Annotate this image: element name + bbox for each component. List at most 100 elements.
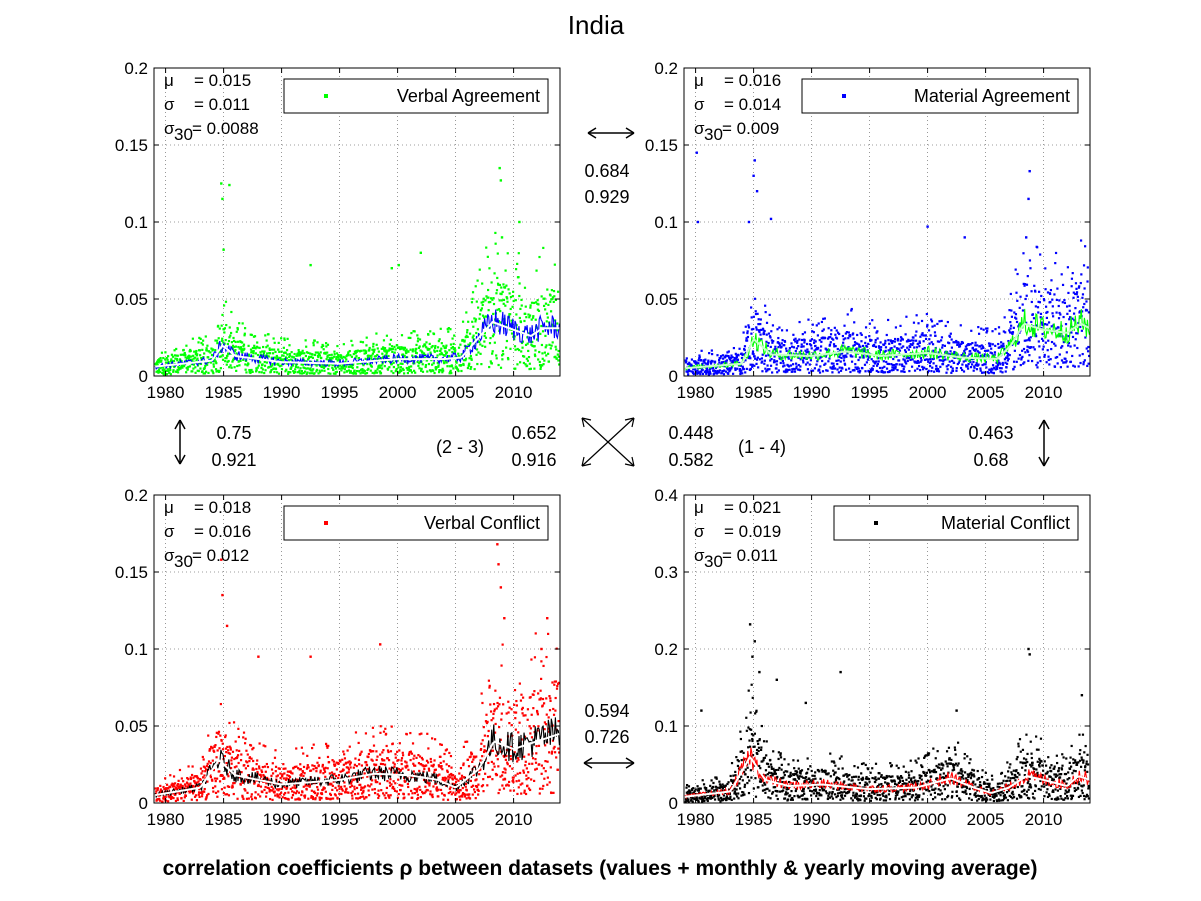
scatter-point [327, 744, 330, 747]
scatter-point [386, 368, 390, 371]
scatter-point [327, 372, 330, 375]
scatter-point [379, 762, 383, 766]
scatter-point [333, 772, 336, 776]
scatter-point [426, 789, 429, 792]
scatter-point [705, 789, 708, 792]
scatter-point [420, 756, 423, 760]
scatter-point [549, 766, 552, 769]
scatter-point [540, 677, 543, 680]
scatter-point [875, 369, 878, 373]
scatter-point [317, 764, 320, 767]
scatter-point [470, 751, 473, 754]
scatter-point [471, 784, 475, 787]
scatter-point [725, 798, 728, 801]
scatter-point [462, 363, 465, 367]
stat-sigma30-value: = 0.009 [722, 119, 779, 138]
scatter-point [498, 703, 501, 706]
scatter-point [863, 350, 866, 353]
scatter-point [365, 764, 369, 767]
scatter-point [244, 767, 247, 770]
scatter-point [775, 367, 778, 370]
scatter-point [696, 785, 699, 788]
scatter-point [362, 364, 365, 367]
scatter-point [530, 658, 533, 661]
scatter-point [901, 370, 904, 373]
scatter-point [374, 369, 377, 372]
scatter-point [416, 787, 419, 790]
scatter-point [548, 781, 551, 784]
scatter-point [914, 334, 917, 337]
scatter-point [330, 783, 333, 786]
scatter-point [900, 346, 903, 349]
scatter-point [706, 362, 709, 366]
scatter-point [794, 337, 797, 340]
scatter-point [753, 355, 756, 358]
scatter-point [1055, 298, 1058, 302]
scatter-point [494, 242, 497, 245]
scatter-point [373, 788, 376, 791]
scatter-point [466, 758, 470, 761]
scatter-point [757, 742, 760, 745]
scatter-point [387, 750, 390, 754]
scatter-point [487, 309, 490, 312]
scatter-point [341, 789, 344, 792]
scatter-point [428, 769, 431, 772]
scatter-point [914, 360, 917, 363]
scatter-point [188, 354, 191, 357]
scatter-point [791, 370, 794, 373]
scatter-point [980, 347, 983, 350]
scatter-point [822, 317, 825, 320]
scatter-point [277, 363, 280, 367]
scatter-point [326, 351, 329, 354]
scatter-point [736, 784, 739, 787]
scatter-point [419, 349, 422, 352]
scatter-point [371, 759, 374, 762]
scatter-point [205, 347, 208, 350]
scatter-point [997, 359, 1000, 362]
scatter-point [777, 346, 780, 349]
scatter-point [333, 355, 336, 358]
scatter-point [528, 367, 531, 371]
scatter-point [188, 791, 191, 794]
scatter-point [451, 337, 454, 340]
scatter-point [225, 793, 229, 796]
scatter-point [246, 764, 250, 768]
scatter-point [372, 750, 375, 753]
scatter-point [463, 359, 466, 362]
scatter-point [217, 790, 220, 793]
scatter-point [719, 796, 723, 800]
scatter-point [488, 267, 491, 270]
scatter-point [500, 292, 503, 296]
scatter-point [549, 300, 552, 303]
scatter-point-outlier [747, 220, 751, 224]
scatter-point [732, 360, 735, 364]
scatter-point [989, 344, 992, 348]
scatter-point [286, 774, 289, 777]
scatter-point [927, 358, 930, 361]
scatter-point [293, 784, 296, 787]
scatter-point [157, 371, 160, 374]
scatter-point [716, 354, 719, 357]
scatter-point [824, 362, 827, 365]
scatter-point [344, 790, 347, 793]
scatter-point [301, 372, 304, 375]
scatter-point [518, 282, 521, 285]
scatter-point [1053, 342, 1056, 345]
scatter-point [442, 778, 445, 781]
scatter-point [1034, 290, 1037, 293]
scatter-point [975, 348, 978, 351]
scatter-point [396, 767, 399, 770]
scatter-point [371, 788, 374, 791]
scatter-point [303, 352, 306, 355]
scatter-point [537, 358, 540, 361]
scatter-point [903, 365, 906, 368]
scatter-point [270, 768, 274, 771]
scatter-point [199, 367, 202, 370]
scatter-point [1004, 361, 1007, 364]
scatter-point [193, 356, 197, 359]
scatter-point [477, 306, 480, 309]
scatter-point [499, 366, 503, 369]
scatter-point [795, 365, 798, 368]
scatter-point [361, 341, 365, 344]
scatter-point [715, 370, 718, 374]
